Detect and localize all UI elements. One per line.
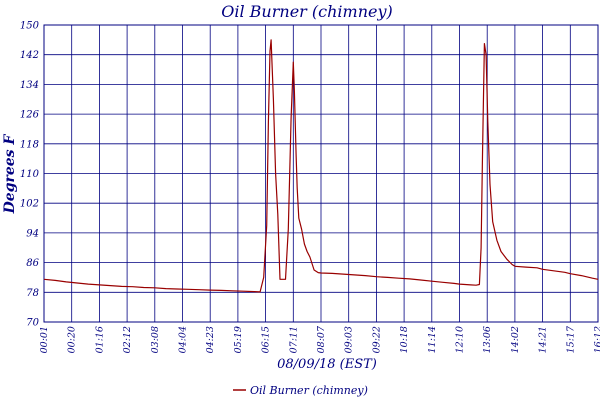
- x-tick-label: 08:07: [316, 325, 327, 353]
- x-tick-label: 09:22: [371, 326, 382, 353]
- chart-title: Oil Burner (chimney): [221, 2, 393, 21]
- x-tick-label: 03:08: [150, 326, 161, 353]
- y-tick-labels: 70 78 86 94 102 110 118 126 134 142 150: [20, 21, 40, 329]
- y-tick-label: 94: [26, 228, 39, 239]
- x-tick-label: 15:17: [565, 325, 576, 353]
- y-tick-label: 118: [20, 139, 39, 150]
- x-tick-label: 07:11: [288, 326, 299, 353]
- x-tick-labels: 00:01 00:20 01:16 02:12 03:08 04:04 04:23 05:19…: [39, 325, 600, 353]
- y-tick-label: 150: [20, 21, 40, 32]
- x-tick-label: 00:20: [67, 326, 78, 353]
- y-tick-label: 134: [20, 80, 39, 91]
- x-tick-label: 04:04: [178, 326, 189, 353]
- x-axis-label: 08/09/18 (EST): [277, 357, 377, 372]
- y-tick-label: 102: [20, 199, 39, 210]
- x-tick-label: 06:15: [261, 326, 272, 353]
- x-tick-label: 01:16: [94, 326, 105, 353]
- legend[interactable]: Oil Burner (chimney): [233, 384, 368, 397]
- x-tick-label: 04:23: [205, 326, 216, 353]
- x-tick-label: 14:02: [510, 326, 521, 353]
- y-axis-label: Degrees F: [2, 134, 18, 215]
- y-tick-label: 86: [26, 258, 39, 269]
- x-tick-label: 09:03: [344, 326, 355, 353]
- x-tick-label: 16:12: [593, 326, 600, 353]
- y-tick-label: 110: [20, 169, 40, 180]
- y-tick-label: 142: [20, 50, 39, 61]
- x-tick-label: 13:06: [482, 326, 493, 353]
- legend-entry-oil-burner-chimney: Oil Burner (chimney): [250, 384, 368, 397]
- y-tick-label: 126: [20, 110, 40, 121]
- x-tick-label: 10:18: [399, 326, 410, 353]
- x-tick-label: 05:19: [233, 326, 244, 353]
- series-layer: [43, 39, 599, 293]
- x-tick-label: 00:01: [39, 326, 50, 353]
- x-tick-label: 02:12: [122, 326, 133, 353]
- x-tick-label: 14:21: [538, 326, 549, 353]
- grid: [43, 24, 599, 323]
- x-tick-label: 11:14: [427, 326, 438, 353]
- y-tick-label: 78: [26, 288, 39, 299]
- x-tick-label: 12:10: [455, 326, 466, 353]
- series-line-oil-burner-chimney: [43, 39, 599, 293]
- y-tick-label: 70: [26, 318, 39, 329]
